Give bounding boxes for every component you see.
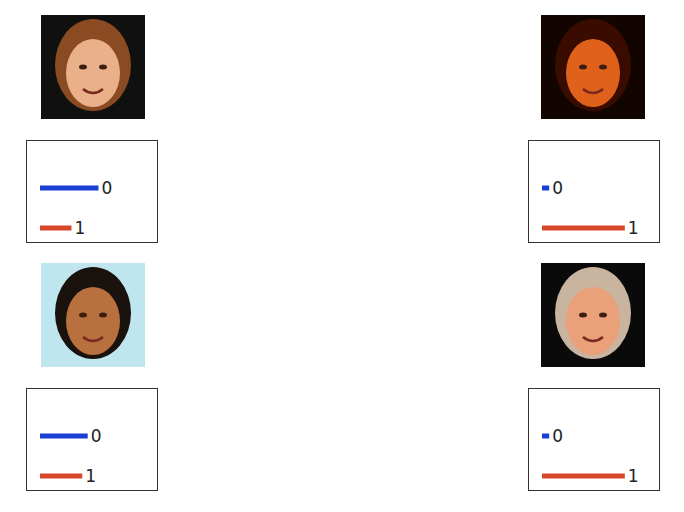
bar — [40, 226, 72, 231]
eye — [579, 65, 587, 70]
bars — [40, 186, 99, 231]
face — [66, 287, 120, 355]
face — [566, 287, 620, 355]
bar — [542, 434, 549, 439]
hair — [55, 19, 131, 111]
bar — [40, 186, 99, 191]
face-image — [541, 263, 645, 367]
eye — [99, 313, 107, 318]
bar — [542, 186, 549, 191]
bar-chart: 01 — [27, 141, 158, 243]
category-label: 1 — [628, 466, 639, 486]
face — [566, 39, 620, 107]
image-background — [41, 15, 145, 119]
category-label: 0 — [552, 178, 563, 198]
bar — [542, 474, 625, 479]
figure: 01010101 — [0, 0, 684, 512]
category-label: 0 — [102, 178, 113, 198]
eye — [79, 313, 87, 318]
bar — [542, 226, 625, 231]
category-label: 1 — [85, 466, 96, 486]
chart-frame — [27, 389, 158, 491]
bar-chart: 01 — [529, 389, 660, 491]
category-label: 1 — [628, 218, 639, 238]
image-background — [541, 15, 645, 119]
hair — [55, 267, 131, 359]
hair — [555, 267, 631, 359]
mouth — [583, 337, 603, 341]
eye — [99, 65, 107, 70]
image-background — [541, 263, 645, 367]
mouth — [583, 89, 603, 93]
bar-chart: 01 — [27, 389, 158, 491]
eye — [79, 65, 87, 70]
chart-frame — [27, 141, 158, 243]
chart-frame — [529, 389, 660, 491]
hair — [555, 19, 631, 111]
bar — [40, 434, 88, 439]
mouth — [83, 89, 103, 93]
face-image — [41, 15, 145, 119]
face-image — [541, 15, 645, 119]
bars — [40, 434, 88, 479]
category-label: 0 — [552, 426, 563, 446]
bar — [40, 474, 82, 479]
category-label: 0 — [91, 426, 102, 446]
image-background — [41, 263, 145, 367]
eye — [599, 313, 607, 318]
chart-frame — [529, 141, 660, 243]
eye — [599, 65, 607, 70]
category-label: 1 — [75, 218, 86, 238]
bar-chart: 01 — [529, 141, 660, 243]
mouth — [83, 337, 103, 341]
face-image — [41, 263, 145, 367]
eye — [579, 313, 587, 318]
face — [66, 39, 120, 107]
